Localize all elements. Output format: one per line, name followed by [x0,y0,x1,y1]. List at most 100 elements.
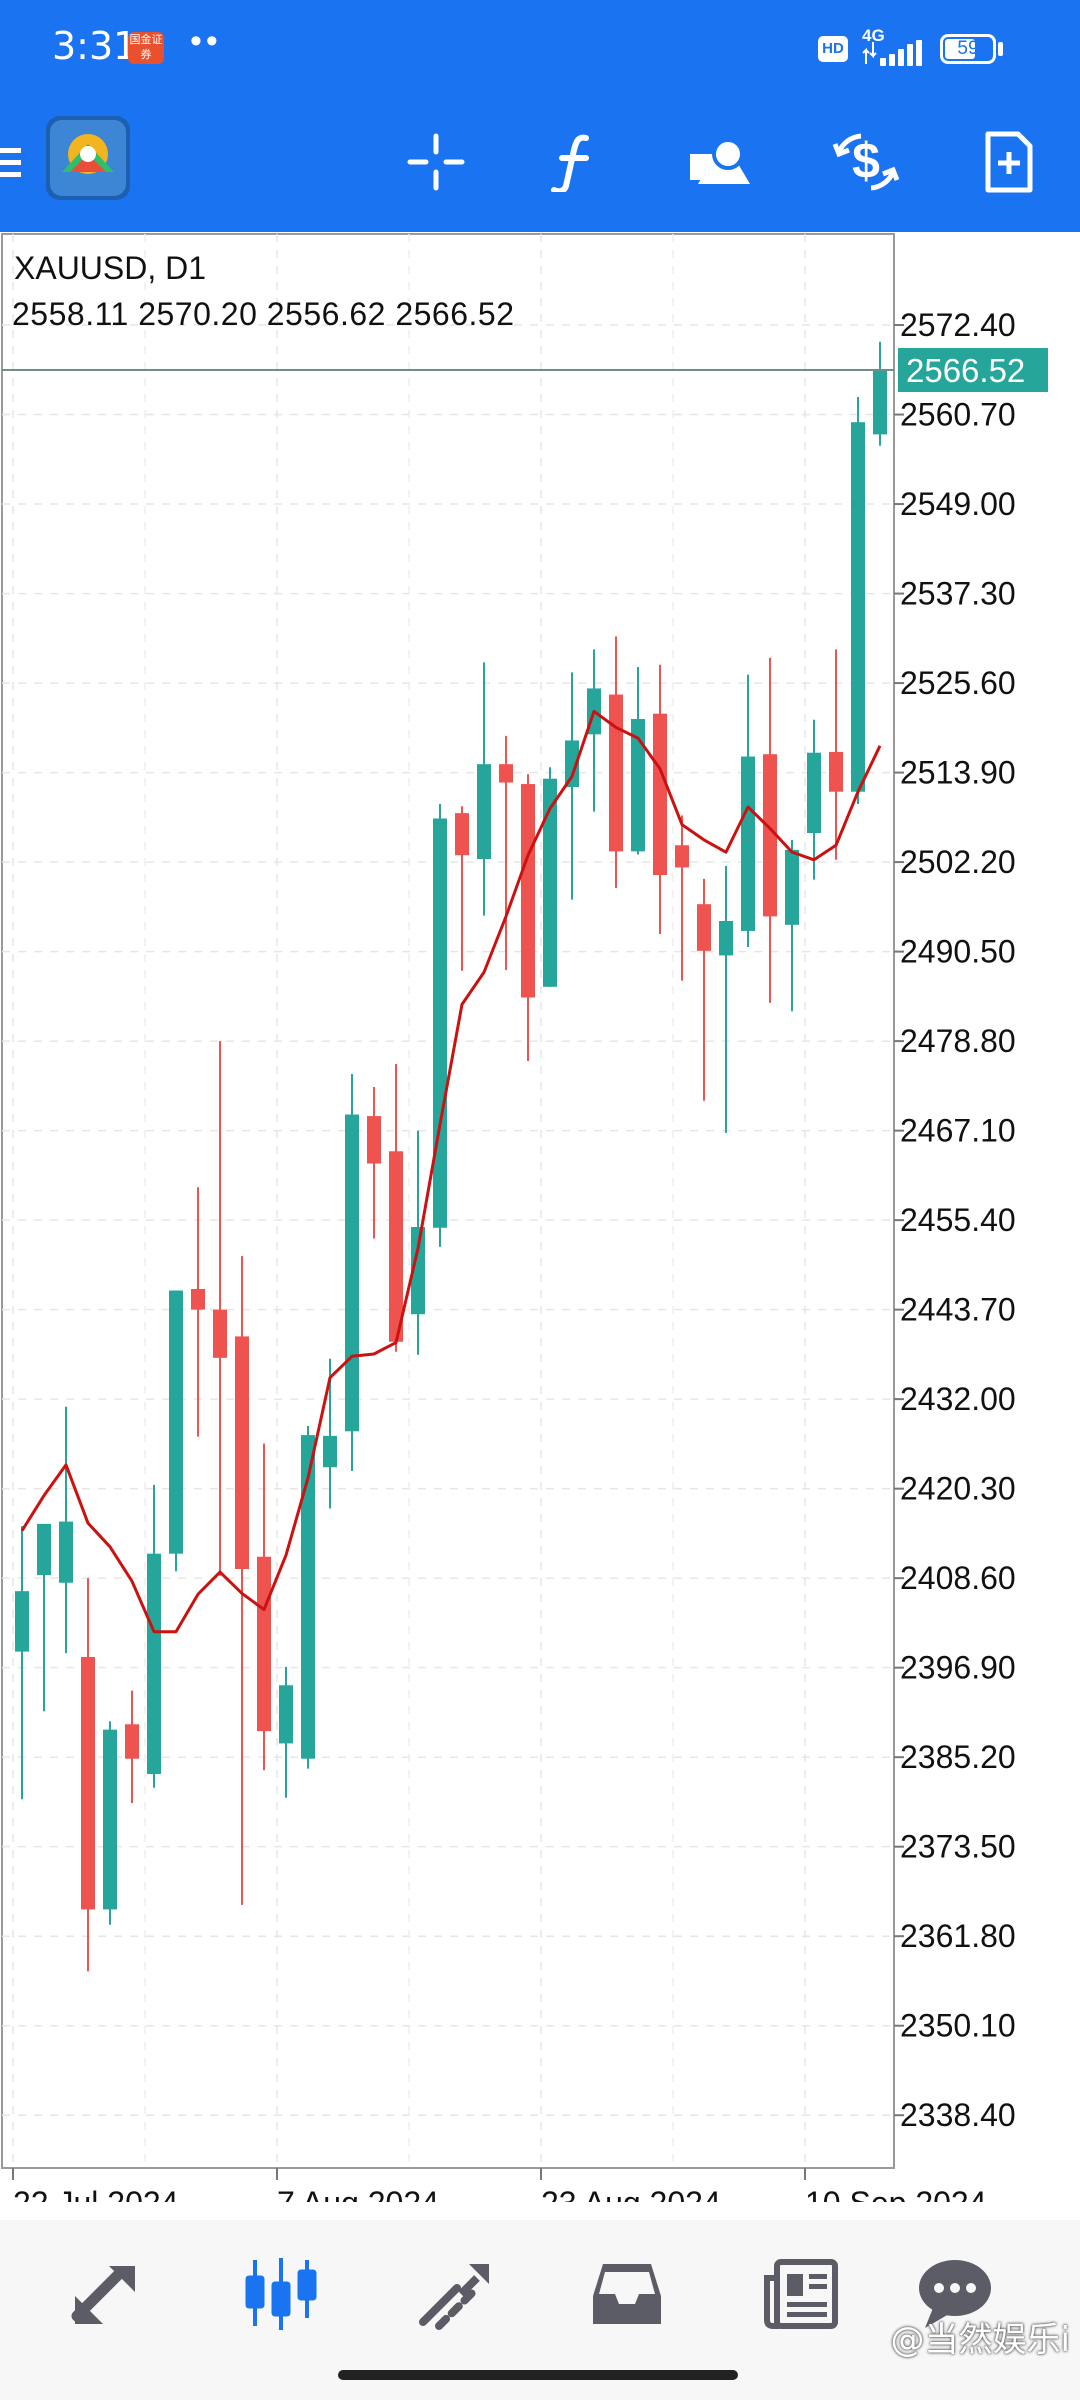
quotes-icon [71,2266,135,2324]
candle-bullish [565,740,579,788]
broker-notification-badge: 国金证券 [128,32,164,64]
candle-bearish [257,1556,271,1732]
current-price-tag [898,348,1048,393]
y-axis-tick-label: 2525.60 [900,665,1016,701]
y-axis-tick-label: 2478.80 [900,1023,1016,1059]
y-axis-tick-label: 2420.30 [900,1471,1016,1507]
messages-icon [919,2260,991,2328]
more-notifications-indicator: •• [190,22,222,60]
candle-bullish [477,764,491,860]
candle-bearish [763,754,777,917]
candle-bearish [499,764,513,783]
candle-bearish [697,904,711,951]
chart-ohlc-values: 2558.11 2570.20 2556.62 2566.52 [12,296,515,332]
watermark-text: @当然娱乐i [890,2320,1070,2360]
news-icon [764,2259,838,2329]
chart-icon [245,2258,317,2330]
candle-bullish [323,1435,337,1468]
candle-bullish [345,1114,359,1432]
home-indicator[interactable] [338,2370,738,2380]
indicators-button[interactable] [536,122,616,202]
candle-bearish [367,1116,381,1164]
y-axis-tick-label: 2408.60 [900,1560,1016,1596]
candle-bullish [411,1227,425,1315]
nav-history[interactable] [572,2244,682,2344]
y-axis-tick-label: 2513.90 [900,755,1016,791]
candle-bullish [807,752,821,834]
candle-bearish [213,1309,227,1358]
nav-chart[interactable] [226,2244,336,2344]
candle-bullish [59,1521,73,1583]
y-axis-tick-label: 2361.80 [900,1918,1016,1954]
candle-bullish [433,818,447,1228]
candle-bullish [279,1685,293,1744]
y-axis-tick-label: 2572.40 [900,307,1016,343]
candle-bearish [191,1288,205,1310]
y-axis-tick-label: 2385.20 [900,1739,1016,1775]
candle-bearish [521,784,535,998]
candle-bullish [15,1591,29,1652]
clock: 3:31 [52,24,138,68]
chart-symbol-timeframe: XAUUSD, D1 [14,250,207,286]
candle-bearish [829,751,843,792]
candle-bullish [719,920,733,956]
plot-area [1,233,895,2169]
current-price-label: 2566.52 [906,352,1025,389]
candle-bullish [873,370,887,435]
candle-bullish [301,1435,315,1759]
signal-strength-icon [862,40,922,66]
candle-bearish [455,813,469,856]
network-type: 4G [862,26,885,45]
candle-bearish [235,1336,249,1569]
candle-bullish [851,422,865,792]
candle-bullish [543,778,557,987]
nav-quotes[interactable] [52,2244,162,2344]
y-axis-tick-label: 2443.70 [900,1292,1016,1328]
candle-bearish [389,1151,403,1342]
menu-button[interactable] [0,122,40,202]
trade-dollar-icon: $ [832,133,900,191]
trade-icon [419,2264,489,2330]
app-logo[interactable] [44,114,132,202]
status-bar: 3:31 国金证券 •• HD 4G 59 [0,0,1080,100]
y-axis-tick-label: 2490.50 [900,934,1016,970]
indicators-icon [551,134,589,192]
candle-bearish [653,713,667,876]
y-axis-tick-label: 2537.30 [900,576,1016,612]
crosshair-icon [407,133,465,191]
y-axis-tick-label: 2560.70 [900,397,1016,433]
candle-bullish [103,1729,117,1910]
hd-voice-badge: HD [818,36,848,62]
y-axis-tick-label: 2467.10 [900,1113,1016,1149]
app-logo-icon [46,116,130,200]
y-axis-tick-label: 2396.90 [900,1650,1016,1686]
candle-bullish [631,719,645,852]
candle-bearish [609,694,623,852]
candle-bullish [169,1290,183,1554]
candle-bullish [37,1523,51,1576]
y-axis-tick-label: 2502.20 [900,844,1016,880]
y-axis-tick-label: 2338.40 [900,2097,1016,2133]
y-axis-tick-label: 2432.00 [900,1381,1016,1417]
chart-toolbar: $ [0,100,1080,232]
history-icon [593,2264,661,2324]
candle-bullish [741,756,755,931]
nav-news[interactable] [746,2244,856,2344]
candle-bearish [125,1724,139,1759]
y-axis-tick-label: 2350.10 [900,2008,1016,2044]
candle-bullish [785,849,799,925]
price-chart[interactable]: 2572.40 2560.70 2549.00 2537.30 2525.60 2513.… [0,232,1080,2221]
crosshair-button[interactable] [396,122,476,202]
objects-button[interactable] [680,122,760,202]
trade-button[interactable]: $ [826,122,906,202]
y-axis-tick-label: 2373.50 [900,1829,1016,1865]
new-order-button[interactable] [968,122,1048,202]
candle-bearish [675,845,689,868]
nav-trade[interactable] [400,2244,510,2344]
svg-text:$: $ [852,133,880,189]
nav-messages[interactable] [900,2244,1010,2344]
candlestick-chart[interactable]: 2572.40 2560.70 2549.00 2537.30 2525.60 2513.… [0,232,1080,2221]
